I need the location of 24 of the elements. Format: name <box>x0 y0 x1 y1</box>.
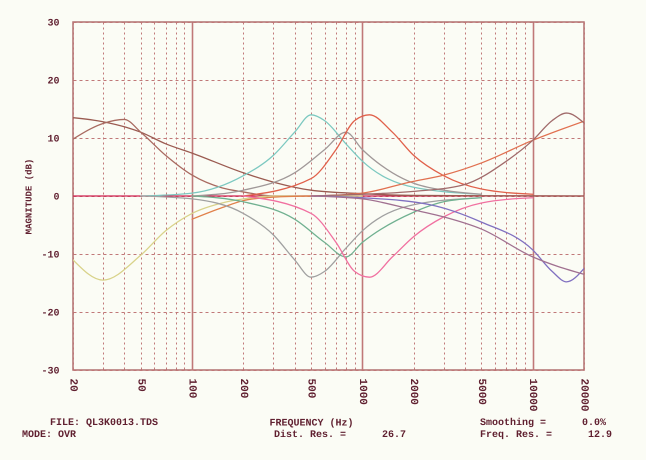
text: MODE: OVR <box>22 430 76 441</box>
y-tick-label: -20 <box>41 308 60 320</box>
text: Dist. Res. = 26.7 <box>274 430 406 441</box>
y-tick-label: 0 <box>53 192 60 204</box>
x-tick-label: 20 <box>66 378 78 392</box>
x-axis-title: FREQUENCY (Hz) <box>269 418 354 430</box>
y-tick-label: 20 <box>47 76 60 88</box>
x-tick-label: 1000 <box>356 378 368 405</box>
x-tick-label: 50 <box>134 378 146 392</box>
y-tick-label: 30 <box>47 18 60 30</box>
x-tick-label: 10000 <box>526 378 538 412</box>
x-tick-label: 500 <box>304 378 317 398</box>
x-tick-label: 2000 <box>407 378 420 405</box>
y-tick-label: 10 <box>47 134 60 146</box>
y-axis-title: MAGNITUDE (dB) <box>24 158 34 234</box>
text: Smoothing = 0.0% <box>480 418 606 429</box>
y-tick-label: -30 <box>41 366 60 378</box>
x-tick-label: 5000 <box>474 378 487 405</box>
y-tick-label: -10 <box>41 250 60 262</box>
x-tick-label: 200 <box>236 378 249 398</box>
text: Freq. Res. = 12.9 <box>480 430 612 441</box>
x-tick-label: 100 <box>186 378 198 398</box>
text: FILE: QL3K0013.TDS <box>50 418 158 429</box>
x-tick-label: 20000 <box>578 378 590 412</box>
